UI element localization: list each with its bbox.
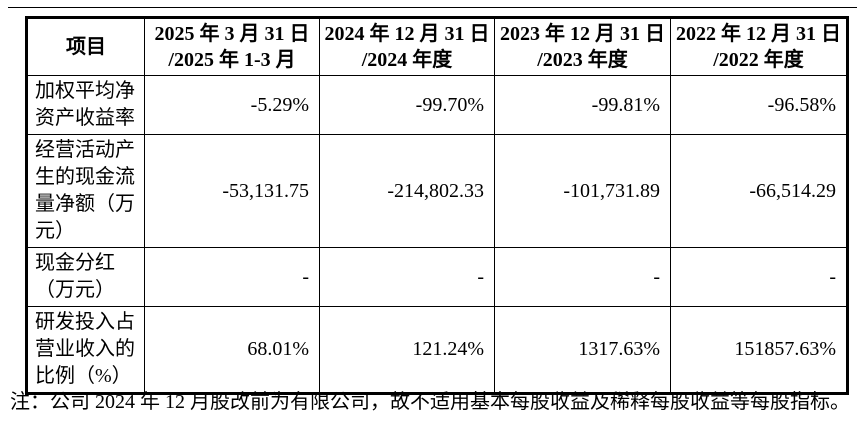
column-header-line2: /2022 年度	[713, 49, 804, 71]
value-cell: -99.81%	[494, 75, 671, 135]
table-row: 加权平均净资产收益率 -5.29% -99.70% -99.81% -96.58…	[26, 75, 848, 135]
financial-indicators-table: 项目 2025 年 3 月 31 日 /2025 年 1-3 月 2024 年 …	[25, 16, 849, 395]
value-cell: 151857.63%	[670, 306, 848, 394]
column-header-line2: /2024 年度	[361, 49, 453, 71]
row-label: 研发投入占营业收入的比例（%）	[26, 306, 145, 394]
value-cell: -66,514.29	[670, 134, 848, 248]
table-header-row: 项目 2025 年 3 月 31 日 /2025 年 1-3 月 2024 年 …	[26, 17, 848, 76]
column-header-line2: /2023 年度	[537, 49, 628, 71]
column-header-line1: 2024 年 12 月 31 日	[324, 23, 490, 45]
top-divider	[8, 7, 857, 8]
column-header-line2: /2025 年 1-3 月	[168, 49, 296, 71]
column-header-2023: 2023 年 12 月 31 日 /2023 年度	[494, 17, 671, 76]
column-header-2024: 2024 年 12 月 31 日 /2024 年度	[319, 17, 495, 76]
column-header-line1: 2025 年 3 月 31 日	[154, 23, 310, 45]
value-cell: -	[319, 247, 495, 307]
table-row: 现金分红（万元） - - - -	[26, 247, 848, 307]
value-cell: -214,802.33	[319, 134, 495, 248]
value-cell: -	[670, 247, 848, 307]
value-cell: 68.01%	[144, 306, 320, 394]
footnote: 注：公司 2024 年 12 月股改前为有限公司，故不适用基本每股收益及稀释每股…	[10, 391, 850, 413]
column-header-line1: 2022 年 12 月 31 日	[676, 23, 841, 45]
table-row: 研发投入占营业收入的比例（%） 68.01% 121.24% 1317.63% …	[26, 306, 848, 394]
value-cell: 121.24%	[319, 306, 495, 394]
column-header-item: 项目	[26, 17, 145, 76]
value-cell: -	[144, 247, 320, 307]
row-label: 加权平均净资产收益率	[26, 75, 145, 135]
row-label: 现金分红（万元）	[26, 247, 145, 307]
value-cell: -53,131.75	[144, 134, 320, 248]
value-cell: 1317.63%	[494, 306, 671, 394]
table-row: 经营活动产生的现金流量净额（万元） -53,131.75 -214,802.33…	[26, 134, 848, 248]
value-cell: -96.58%	[670, 75, 848, 135]
column-header-2022: 2022 年 12 月 31 日 /2022 年度	[670, 17, 848, 76]
value-cell: -101,731.89	[494, 134, 671, 248]
value-cell: -99.70%	[319, 75, 495, 135]
value-cell: -	[494, 247, 671, 307]
row-label: 经营活动产生的现金流量净额（万元）	[26, 134, 145, 248]
column-header-line1: 2023 年 12 月 31 日	[500, 23, 665, 45]
value-cell: -5.29%	[144, 75, 320, 135]
column-header-2025: 2025 年 3 月 31 日 /2025 年 1-3 月	[144, 17, 320, 76]
